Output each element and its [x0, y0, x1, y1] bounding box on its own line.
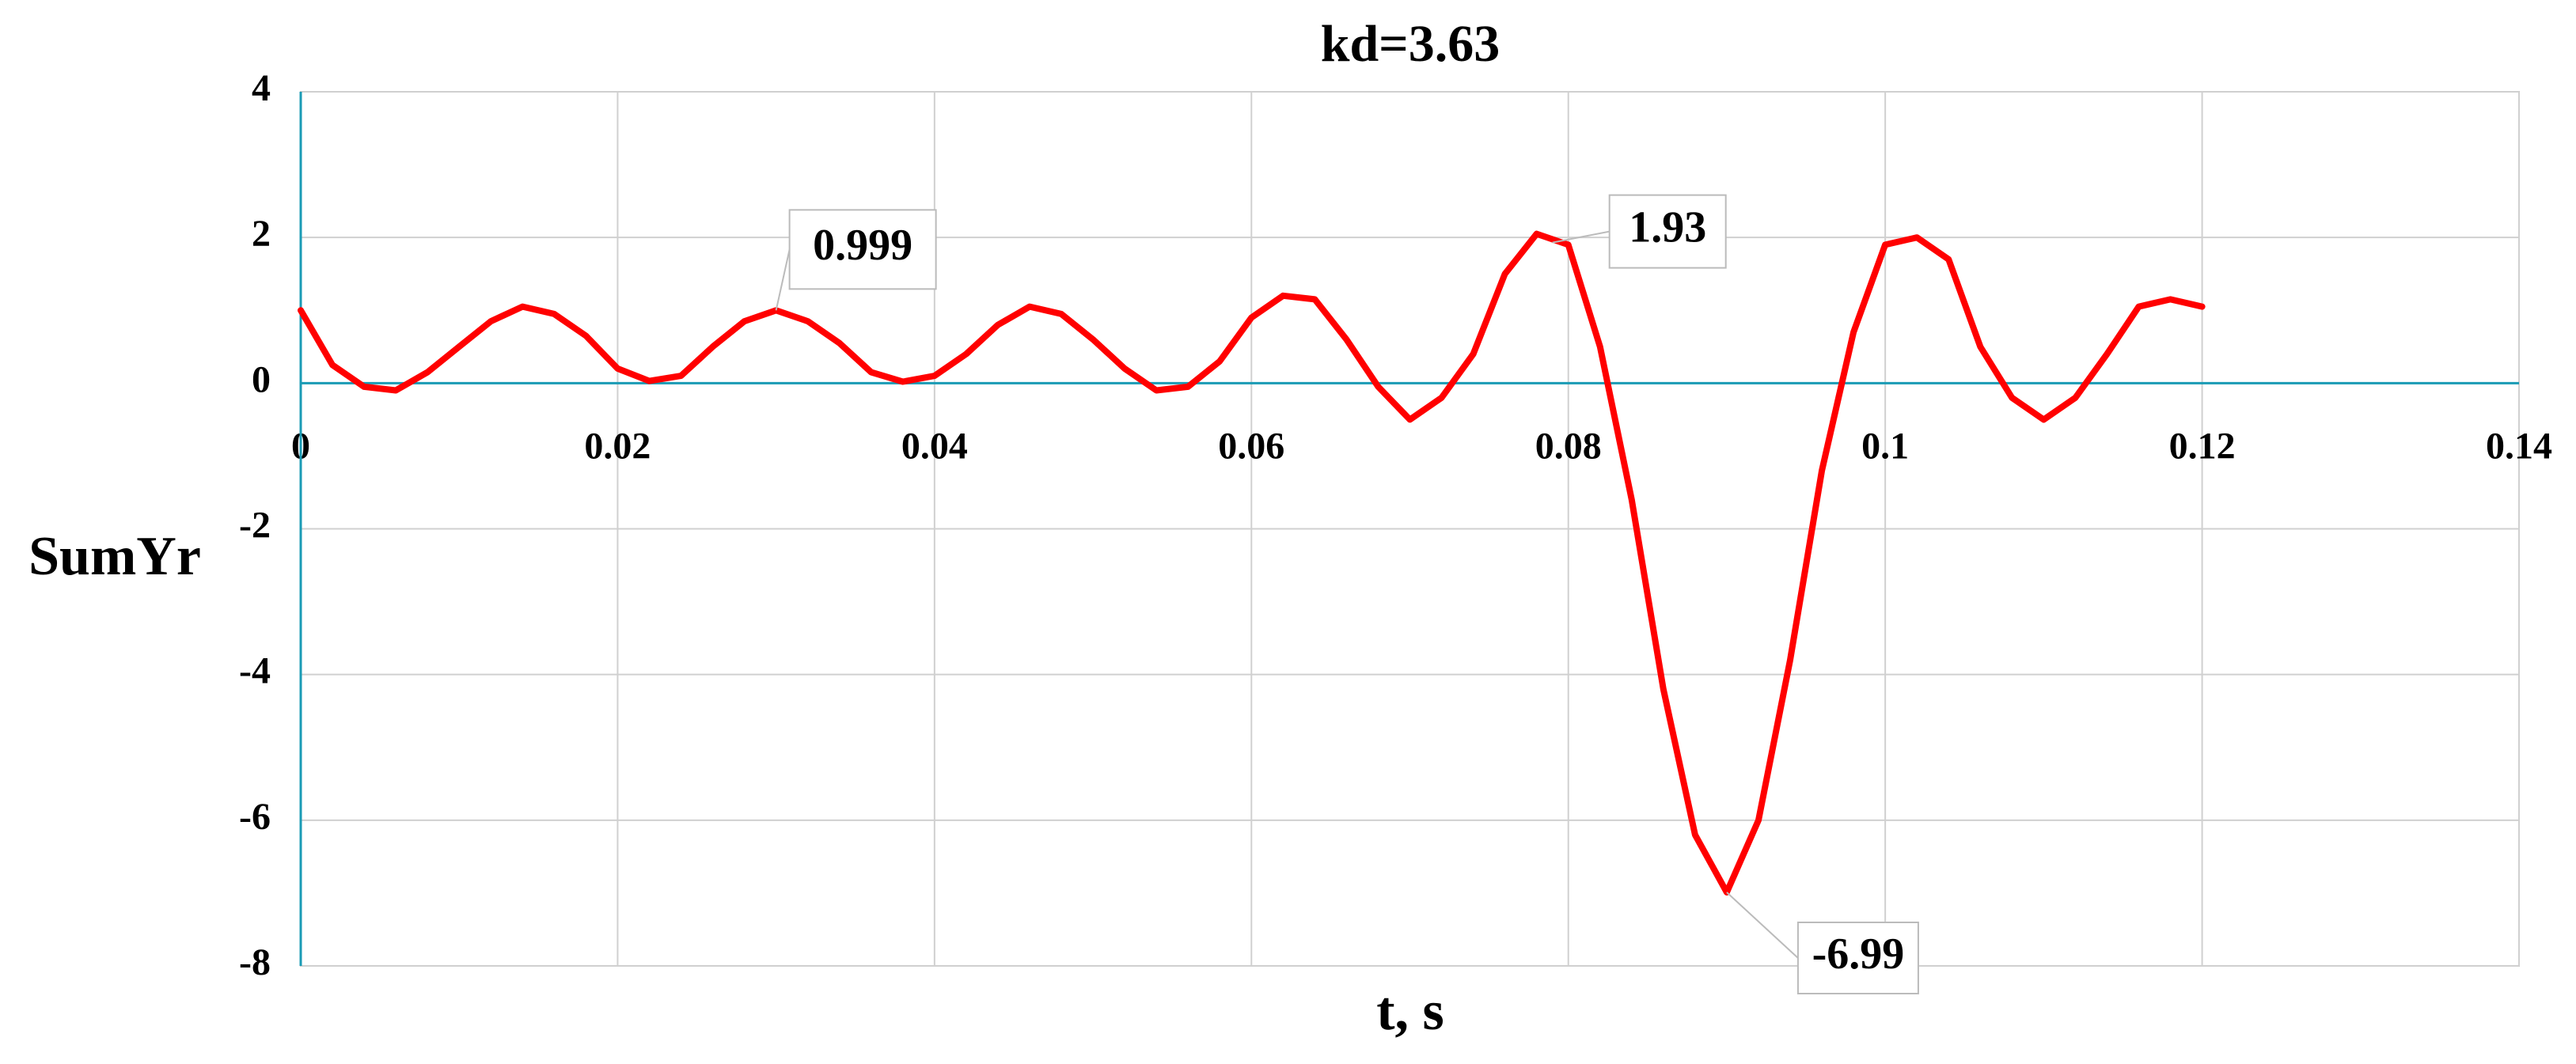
x-tick-label: 0.12	[2169, 425, 2236, 467]
y-tick-label: -2	[239, 505, 271, 547]
x-tick-label: 0.04	[901, 425, 968, 467]
x-tick-label: 0.06	[1218, 425, 1284, 467]
data-line	[298, 230, 2206, 896]
callout-box	[788, 209, 937, 290]
callout-line	[1726, 892, 1799, 959]
x-tick-label: 0.14	[2486, 425, 2552, 467]
y-tick-label: -4	[239, 650, 271, 692]
y-axis-label: SumYr	[28, 526, 201, 587]
x-axis-label: t, s	[1376, 981, 1444, 1042]
callout-box	[1796, 921, 1919, 994]
y-tick-label: 2	[252, 213, 271, 255]
chart-title: kd=3.63	[1321, 15, 1500, 73]
x-tick-label: 0.1	[1861, 425, 1909, 467]
callout-label: -6.99	[1812, 930, 1905, 979]
callout-line	[1552, 230, 1610, 244]
y-tick-label: 0	[252, 358, 271, 400]
callout-label: 0.999	[813, 221, 912, 270]
callout-box	[1608, 194, 1727, 269]
y-tick-label: -6	[239, 796, 271, 838]
x-tick-label: 0.08	[1535, 425, 1602, 467]
y-tick-label: 4	[252, 67, 271, 109]
callout-label: 1.93	[1629, 203, 1706, 252]
x-tick-label: 0.02	[584, 425, 651, 467]
callout-line	[775, 249, 791, 311]
y-tick-label: -8	[239, 941, 271, 983]
